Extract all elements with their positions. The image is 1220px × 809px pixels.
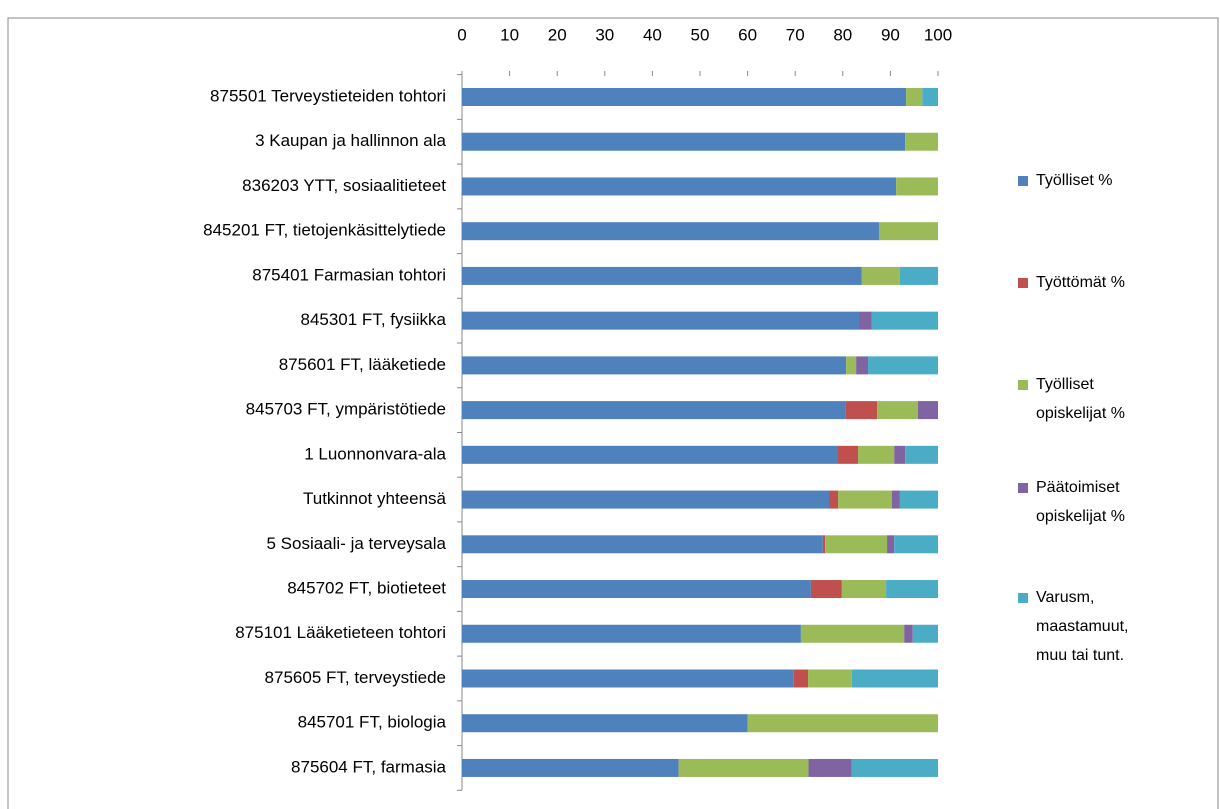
bar-segment	[462, 669, 794, 688]
bar-segment	[918, 401, 938, 420]
bar-segment	[747, 714, 938, 733]
legend-swatch	[1018, 483, 1028, 493]
bar-segment	[851, 669, 938, 688]
legend-label: Työlliset opiskelijat %	[1036, 376, 1125, 422]
bar-segment	[838, 490, 892, 509]
bar-segment	[462, 535, 823, 554]
bar-segment	[891, 490, 900, 509]
bar-segment	[906, 88, 923, 106]
x-tick-label: 0	[457, 25, 466, 44]
bar-segment	[678, 758, 809, 777]
bar-segment	[462, 222, 879, 241]
bar-segment	[922, 88, 938, 106]
x-tick-label: 100	[924, 25, 952, 44]
bar-segment	[462, 132, 906, 151]
y-tick-label: 5 Sosiaali- ja terveysala	[266, 534, 446, 553]
bar-segment	[808, 758, 852, 777]
x-tick-label: 50	[691, 25, 710, 44]
y-tick-label: 836203 YTT, sosiaalitieteet	[242, 176, 446, 195]
bar-segment	[462, 758, 679, 777]
x-tick-label: 80	[833, 25, 852, 44]
bar-segment	[810, 580, 842, 599]
chart-border	[7, 17, 1219, 809]
y-tick-label: 875601 FT, lääketiede	[279, 355, 446, 374]
bar-segment	[808, 669, 852, 688]
bar-segment	[899, 490, 938, 509]
bar-segment	[462, 266, 862, 285]
bar-segment	[793, 669, 809, 688]
bar-segment	[462, 714, 748, 733]
bar-segment	[462, 401, 846, 420]
y-tick-label: 845703 FT, ympäristötiede	[246, 400, 446, 419]
bar-segment	[462, 311, 859, 330]
x-tick-label: 90	[881, 25, 900, 44]
bar-segment	[462, 88, 907, 106]
y-tick-label: 3 Kaupan ja hallinnon ala	[255, 131, 446, 150]
bar-segment	[851, 758, 938, 777]
y-tick-label: 875604 FT, farmasia	[291, 757, 447, 776]
legend-swatch	[1018, 380, 1028, 390]
x-tick-label: 40	[643, 25, 662, 44]
bar-segment	[894, 445, 906, 464]
y-tick-label: 845702 FT, biotieteet	[287, 579, 446, 598]
x-tick-label: 30	[595, 25, 614, 44]
bar-segment	[856, 356, 869, 375]
legend-label: Varusm, maastamuut, muu tai tunt.	[1036, 588, 1129, 664]
bar-segment	[861, 266, 900, 285]
x-tick-label: 10	[500, 25, 519, 44]
y-tick-label: 875605 FT, terveystiede	[265, 668, 446, 687]
bar-segment	[899, 266, 938, 285]
bar-segment	[828, 490, 839, 509]
bar-segment	[846, 356, 857, 375]
bar-segment	[904, 624, 913, 643]
y-tick-label: 1 Luonnonvara-ala	[304, 444, 446, 463]
bar-segment	[462, 490, 829, 509]
legend-label: Työlliset %	[1036, 171, 1113, 189]
legend-swatch	[1018, 175, 1028, 186]
bar-segment	[462, 624, 801, 643]
y-tick-label: 875501 Terveystieteiden tohtori	[210, 86, 446, 105]
x-tick-label: 20	[548, 25, 567, 44]
bar-segment	[905, 445, 938, 464]
bar-segment	[858, 311, 872, 330]
legend-label: Päätoimiset opiskelijat %	[1036, 479, 1125, 525]
x-tick-label: 70	[786, 25, 805, 44]
bar-segment	[858, 445, 895, 464]
legend-swatch	[1018, 277, 1028, 288]
bar-segment	[886, 580, 938, 599]
bar-segment	[894, 535, 938, 554]
legend-swatch	[1018, 592, 1028, 603]
bar-segment	[878, 222, 938, 241]
bar-segment	[825, 535, 888, 554]
bar-segment	[896, 177, 938, 196]
bar-segment	[462, 177, 897, 196]
bar-segment	[837, 445, 859, 464]
bar-segment	[462, 356, 847, 375]
bar-segment	[868, 356, 938, 375]
y-tick-label: 845201 FT, tietojenkäsittelytiede	[203, 221, 446, 240]
bar-segment	[912, 624, 938, 643]
y-tick-label: Tutkinnot yhteensä	[303, 489, 447, 508]
bar-segment	[841, 580, 887, 599]
y-tick-label: 845701 FT, biologia	[298, 713, 447, 732]
bar-segment	[845, 401, 878, 420]
y-tick-label: 875101 Lääketieteen tohtori	[235, 623, 446, 642]
y-tick-label: 875401 Farmasian tohtori	[252, 265, 446, 284]
bar-segment	[800, 624, 905, 643]
bar-segment	[822, 535, 826, 554]
y-tick-label: 845301 FT, fysiikka	[300, 310, 446, 329]
bar-segment	[877, 401, 919, 420]
bar-segment	[462, 580, 811, 599]
bar-segment	[462, 445, 838, 464]
legend-label: Työttömät %	[1036, 273, 1125, 291]
bar-segment	[887, 535, 895, 554]
bar-segment	[905, 132, 938, 151]
bar-segment	[871, 311, 938, 330]
x-tick-label: 60	[738, 25, 757, 44]
